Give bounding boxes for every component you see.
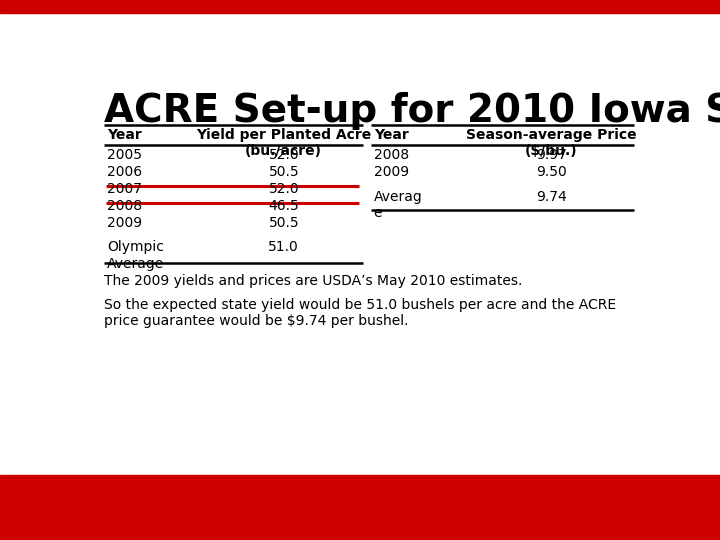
Text: 9.50: 9.50 xyxy=(536,165,567,179)
Text: The 2009 yields and prices are USDA’s May 2010 estimates.: The 2009 yields and prices are USDA’s Ma… xyxy=(104,274,522,288)
Text: Yield per Planted Acre
(bu./acre): Yield per Planted Acre (bu./acre) xyxy=(196,128,372,158)
Text: Season-average Price
($/bu.): Season-average Price ($/bu.) xyxy=(466,128,636,158)
Text: 2009: 2009 xyxy=(374,165,409,179)
Text: 52.0: 52.0 xyxy=(269,182,299,196)
Text: 50.5: 50.5 xyxy=(269,165,299,179)
Text: Averag
e: Averag e xyxy=(374,190,423,220)
Text: University Extension/Department of Economics: University Extension/Department of Econo… xyxy=(104,458,367,468)
Text: Olympic
Average: Olympic Average xyxy=(107,240,164,271)
Text: ACRE Set-up for 2010 Iowa Soybeans: ACRE Set-up for 2010 Iowa Soybeans xyxy=(104,92,720,130)
Text: 2008: 2008 xyxy=(107,199,142,213)
Text: Year: Year xyxy=(107,128,142,142)
Text: IOWA STATE UNIVERSITY: IOWA STATE UNIVERSITY xyxy=(104,438,413,458)
Text: 46.5: 46.5 xyxy=(269,199,299,213)
Text: 2006: 2006 xyxy=(107,165,142,179)
Text: So the expected state yield would be 51.0 bushels per acre and the ACRE
price gu: So the expected state yield would be 51.… xyxy=(104,298,616,328)
Text: 9.74: 9.74 xyxy=(536,190,567,204)
Text: 2005: 2005 xyxy=(107,148,142,162)
Text: 51.0: 51.0 xyxy=(269,240,299,254)
Text: 2008: 2008 xyxy=(374,148,409,162)
Text: 2009: 2009 xyxy=(107,215,142,230)
Text: 2007: 2007 xyxy=(107,182,142,196)
Text: 52.0: 52.0 xyxy=(269,148,299,162)
Text: 50.5: 50.5 xyxy=(269,215,299,230)
Text: 9.97: 9.97 xyxy=(536,148,567,162)
Text: Year: Year xyxy=(374,128,408,142)
